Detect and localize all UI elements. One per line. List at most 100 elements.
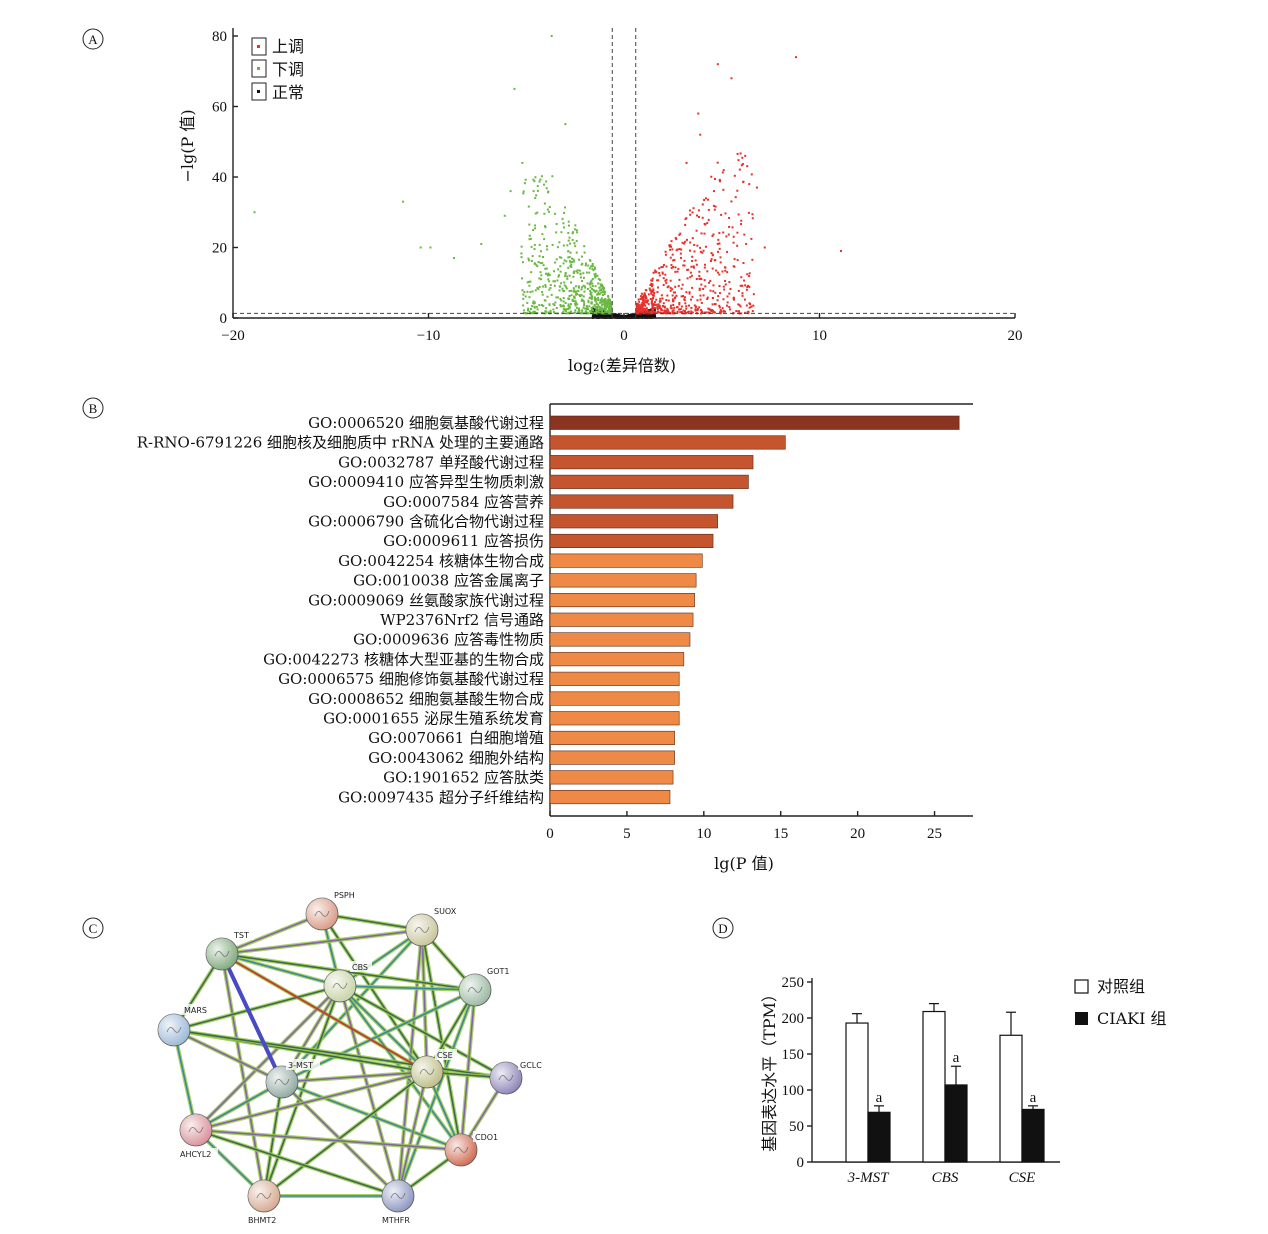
- point-down: [600, 307, 603, 310]
- point-up: [736, 244, 739, 247]
- point-up: [744, 284, 747, 287]
- point-up: [738, 304, 741, 307]
- point-down: [554, 301, 557, 304]
- point-up: [644, 299, 647, 302]
- point-up: [644, 295, 647, 298]
- outlier-down: [509, 190, 512, 193]
- go-bar: [549, 711, 680, 726]
- network-node-label-bg: [178, 1148, 218, 1159]
- point-down: [598, 301, 601, 304]
- point-up: [693, 266, 696, 269]
- point-down: [528, 284, 531, 287]
- tpm-y-tick-label: 0: [797, 1155, 805, 1171]
- point-down: [563, 259, 566, 262]
- point-down: [551, 243, 554, 246]
- point-up: [703, 232, 706, 235]
- point-down: [544, 312, 547, 315]
- go-bar: [549, 455, 754, 470]
- point-down: [578, 293, 581, 296]
- go-x-label: lg(P 值): [714, 854, 774, 873]
- point-up: [698, 270, 701, 273]
- go-bar: [549, 415, 960, 430]
- point-up: [679, 308, 682, 311]
- point-up: [703, 198, 706, 201]
- point-down: [565, 285, 568, 288]
- point-up: [649, 284, 652, 287]
- point-up: [661, 297, 664, 300]
- tpm-bar-ciaki: [1021, 1108, 1045, 1163]
- go-category-label: GO:0043062 细胞外结构: [368, 749, 544, 767]
- point-down: [588, 271, 591, 274]
- point-up: [667, 299, 670, 302]
- point-down: [551, 175, 554, 178]
- point-down: [548, 206, 551, 209]
- point-down: [540, 175, 543, 178]
- tpm-bar-control: [999, 1034, 1023, 1163]
- point-down: [603, 300, 606, 303]
- point-down: [580, 255, 583, 258]
- point-down: [591, 284, 594, 287]
- network-edge-inner: [339, 985, 399, 1197]
- point-up: [712, 290, 715, 293]
- point-down: [582, 295, 585, 298]
- point-down: [570, 263, 573, 266]
- point-up: [699, 250, 702, 253]
- go-category-label: GO:0006790 含硫化合物代谢过程: [308, 513, 544, 531]
- point-down: [575, 251, 578, 254]
- point-normal: [594, 315, 597, 318]
- point-up: [659, 297, 662, 300]
- point-up: [638, 300, 641, 303]
- network-node-glyph: [467, 986, 483, 993]
- point-up: [664, 279, 667, 282]
- point-up: [700, 232, 703, 235]
- point-up: [680, 287, 683, 290]
- point-up: [689, 271, 692, 274]
- point-down: [593, 266, 596, 269]
- point-up: [735, 310, 738, 313]
- tpm-significance-mark: a: [953, 1050, 960, 1066]
- point-down: [574, 309, 577, 312]
- point-up: [641, 307, 644, 310]
- point-down: [601, 287, 604, 290]
- point-up: [704, 245, 707, 248]
- point-up: [658, 274, 661, 277]
- point-up: [667, 310, 670, 313]
- point-up: [728, 225, 731, 228]
- point-down: [569, 242, 572, 245]
- tpm-legend: 对照组 CIAKI 组: [1074, 977, 1166, 1028]
- point-normal: [615, 314, 618, 317]
- point-up: [642, 311, 645, 314]
- point-up: [711, 254, 714, 257]
- network-edge-inner: [339, 985, 507, 1079]
- point-up: [684, 311, 687, 314]
- point-up: [683, 310, 686, 313]
- point-down: [562, 262, 565, 265]
- point-up: [679, 256, 682, 259]
- network-node-label: GCLC: [520, 1061, 542, 1070]
- point-down: [556, 279, 559, 282]
- point-down: [572, 231, 575, 234]
- legend-down-label: 下调: [272, 60, 304, 79]
- point-up: [662, 305, 665, 308]
- point-down: [575, 290, 578, 293]
- point-down: [536, 211, 539, 214]
- legend-down-swatch: [257, 67, 260, 70]
- point-up: [711, 303, 714, 306]
- point-up: [739, 152, 742, 155]
- legend-up-label: 上调: [272, 37, 304, 56]
- point-down: [596, 302, 599, 305]
- tpm-y-tick-label: 250: [782, 975, 805, 991]
- point-up: [718, 247, 721, 250]
- point-down: [535, 305, 538, 308]
- point-down: [528, 296, 531, 299]
- point-up: [667, 285, 670, 288]
- point-down: [543, 225, 546, 228]
- point-down: [570, 310, 573, 313]
- point-up: [680, 311, 683, 314]
- volcano-outliers: [253, 35, 843, 260]
- tpm-significance-mark: a: [876, 1090, 883, 1106]
- point-down: [575, 270, 578, 273]
- point-up: [669, 286, 672, 289]
- point-down: [558, 241, 561, 244]
- point-up: [673, 306, 676, 309]
